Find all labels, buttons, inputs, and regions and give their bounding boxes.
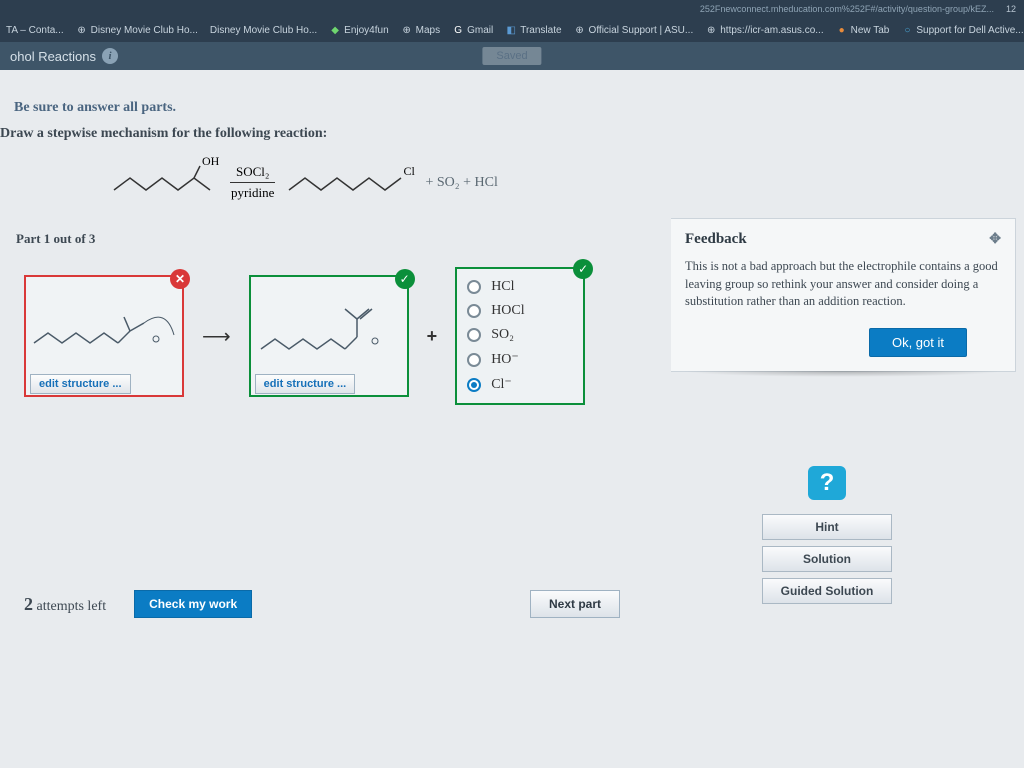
ok-got-it-button[interactable]: Ok, got it [869, 328, 967, 357]
browser-url-bar: 252Fnewconnect.mheducation.com%252F#/act… [0, 0, 1024, 18]
page-title: ohol Reactions [10, 49, 96, 64]
globe-icon: ⊕ [574, 24, 586, 36]
byproducts: + SO₂ + HCl [425, 175, 497, 191]
check-work-button[interactable]: Check my work [134, 590, 252, 618]
bookmark-item[interactable]: ⊕Maps [401, 24, 440, 36]
bookmark-item[interactable]: TA – Conta... [6, 25, 64, 36]
feedback-panel: Feedback ✥ This is not a bad approach bu… [671, 218, 1016, 372]
instruction-draw: Draw a stepwise mechanism for the follow… [0, 126, 1024, 152]
edit-structure-button[interactable]: edit structure ... [255, 374, 356, 394]
url-text: 252Fnewconnect.mheducation.com%252F#/act… [700, 4, 994, 14]
help-cluster: ? Hint Solution Guided Solution [762, 466, 892, 604]
choice-hcl[interactable]: HCl [461, 275, 579, 299]
reagent-arrow: SOCl₂ pyridine [230, 164, 275, 201]
feedback-text: This is not a bad approach but the elect… [685, 258, 1001, 311]
tab-count: 12 [1006, 4, 1016, 14]
choice-so2[interactable]: SO₂ [461, 323, 579, 347]
structure-box-1[interactable]: ✕ edit structure ... [24, 275, 184, 397]
info-icon[interactable]: i [102, 48, 118, 64]
drawn-structure-1 [26, 277, 184, 369]
saved-badge: Saved [482, 47, 541, 65]
guided-solution-button[interactable]: Guided Solution [762, 578, 892, 604]
bookmark-item[interactable]: GGmail [452, 24, 493, 36]
game-icon: ◆ [329, 24, 341, 36]
product-molecule [285, 160, 415, 200]
drawn-structure-2 [251, 277, 409, 369]
globe-icon: ⊕ [76, 24, 88, 36]
hint-button[interactable]: Hint [762, 514, 892, 540]
choice-ho[interactable]: HO⁻ [461, 347, 579, 372]
bookmark-item[interactable]: ⊕https://icr-am.asus.co... [705, 24, 823, 36]
attempts-left: 2 attempts left [24, 594, 106, 615]
instruction-all-parts: Be sure to answer all parts. [0, 100, 1024, 126]
bookmarks-bar: TA – Conta... ⊕Disney Movie Club Ho... D… [0, 18, 1024, 42]
choice-box: ✓ HCl HOCl SO₂ HO⁻ Cl⁻ [455, 267, 585, 405]
structure-box-2[interactable]: ✓ edit structure ... [249, 275, 409, 397]
correct-icon: ✓ [573, 259, 593, 279]
choice-hocl[interactable]: HOCl [461, 299, 579, 323]
translate-icon: ◧ [505, 24, 517, 36]
radio-icon[interactable] [467, 378, 481, 392]
cl-label: Cl [403, 164, 414, 179]
bookmark-item[interactable]: Disney Movie Club Ho... [210, 25, 317, 36]
reagent-top: SOCl₂ [230, 164, 275, 183]
radio-icon[interactable] [467, 328, 481, 342]
bookmark-item[interactable]: ⊕Disney Movie Club Ho... [76, 24, 198, 36]
oh-label: OH [202, 154, 219, 169]
feedback-title: Feedback [685, 231, 747, 248]
choice-cl[interactable]: Cl⁻ [461, 372, 579, 397]
radio-icon[interactable] [467, 304, 481, 318]
bookmark-item[interactable]: ⊕Official Support | ASU... [574, 24, 694, 36]
move-icon[interactable]: ✥ [989, 231, 1001, 248]
plus-icon: + [427, 326, 438, 347]
globe-icon: ⊕ [705, 24, 717, 36]
edit-structure-button[interactable]: edit structure ... [30, 374, 131, 394]
bookmark-item[interactable]: ○Support for Dell Active... [901, 24, 1023, 36]
radio-icon[interactable] [467, 353, 481, 367]
newtab-icon: ● [836, 24, 848, 36]
help-icon[interactable]: ? [808, 466, 846, 500]
gmail-icon: G [452, 24, 464, 36]
reagent-bottom: pyridine [231, 183, 274, 201]
bookmark-item[interactable]: ◧Translate [505, 24, 561, 36]
dell-icon: ○ [901, 24, 913, 36]
arrow-icon: ⟶ [202, 324, 231, 349]
reaction-scheme: OH SOCl₂ pyridine Cl + SO₂ + HCl [0, 152, 1024, 213]
next-part-button[interactable]: Next part [530, 590, 620, 618]
radio-icon[interactable] [467, 280, 481, 294]
maps-icon: ⊕ [401, 24, 413, 36]
bookmark-item[interactable]: ◆Enjoy4fun [329, 24, 388, 36]
page-header: ohol Reactions i Saved [0, 42, 1024, 70]
solution-button[interactable]: Solution [762, 546, 892, 572]
bookmark-item[interactable]: ●New Tab [836, 24, 890, 36]
